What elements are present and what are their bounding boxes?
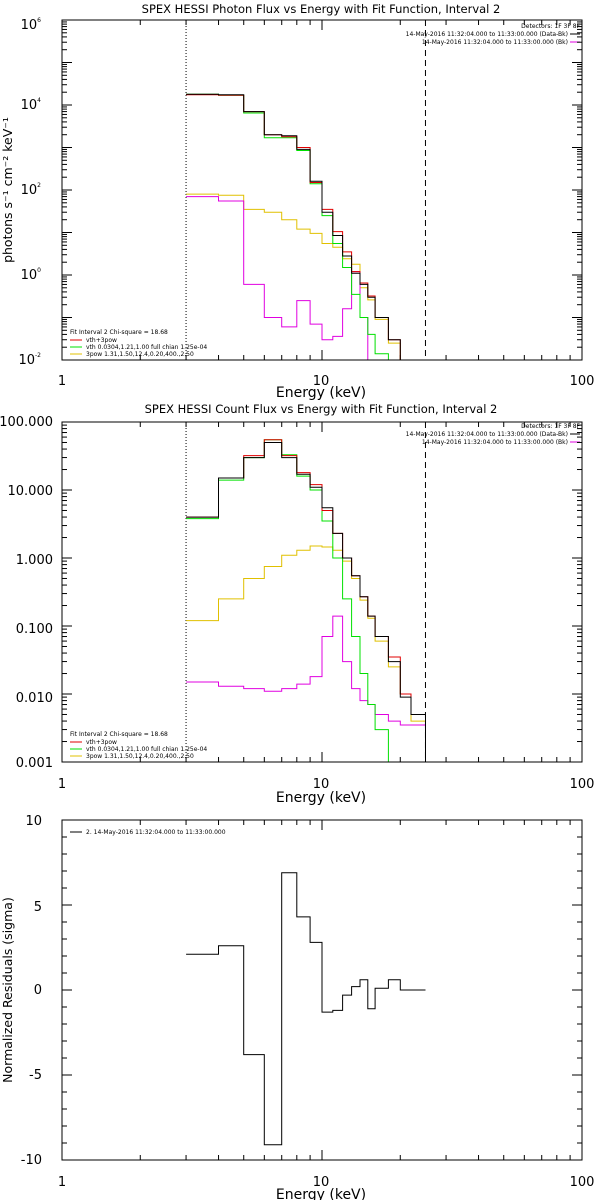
y-tick-exp: 4 [37,97,41,104]
y-tick-label: 104 [21,97,42,113]
count-flux-panel: SPEX HESSI Count Flux vs Energy with Fit… [0,402,595,806]
x-tick-label: 10 [313,777,330,792]
legend-bk: 14-May-2016 11:32:04.000 to 11:33:00.000… [422,439,568,446]
y-tick-label: 0.100 [16,622,53,637]
legend-fit-title: Fit Interval 2 Chi-square = 18.68 [70,731,168,738]
panel-title: SPEX HESSI Count Flux vs Energy with Fit… [145,402,498,416]
series-magenta-line [186,615,426,762]
y-tick-label: -10 [21,1153,42,1168]
x-tick-label: 1 [58,374,66,389]
photon-flux-panel: SPEX HESSI Photon Flux vs Energy with Fi… [0,2,595,401]
legend-entry: vth 0.0304,1.21,1.00 full chian 1.25e-04 [86,344,207,351]
plot-frame [61,421,583,763]
y-tick-base: 10 [21,98,38,113]
y-tick-label: 106 [21,17,42,33]
panel-title: SPEX HESSI Photon Flux vs Energy with Fi… [142,2,501,16]
y-tick-label: 0.010 [16,691,53,706]
series-green-line [186,439,401,762]
series-black-line [186,872,426,1146]
y-tick-label: 0 [34,983,42,998]
y-tick-exp: 2 [37,182,41,189]
y-axis-label: photons s⁻¹ cm⁻² keV⁻¹ [0,117,15,263]
legend-detectors: Detectors: 1F 3F 8F [521,23,580,30]
y-tick-base: 10 [21,268,38,283]
series-black-line [186,442,439,762]
legend-entry: vth+3pow [86,739,117,746]
legend-entry: vth+3pow [86,337,117,344]
x-tick-label: 100 [570,374,595,389]
legend-data-bk: 14-May-2016 11:32:04.000 to 11:33:00.000… [406,431,568,438]
x-tick-label: 10 [313,1175,330,1190]
y-tick-label: 0.001 [16,756,53,771]
y-tick-label: 1.000 [16,553,53,568]
y-tick-label: 102 [21,182,42,198]
x-axis-label: Energy (keV) [276,1187,366,1200]
series-red-line [186,439,439,762]
legend-fit-title: Fit Interval 2 Chi-square = 18.68 [70,329,168,336]
legend-data-bk: 14-May-2016 11:32:04.000 to 11:33:00.000… [406,31,568,38]
y-tick-exp: 0 [37,267,41,274]
legend-entry: 3pow 1.31,1.50,12.4,0.20,400.,2.50 [86,753,194,760]
x-axis-label: Energy (keV) [276,385,366,401]
y-tick-base: 10 [18,353,35,368]
x-tick-label: 1 [58,777,66,792]
x-tick-label: 100 [570,777,595,792]
legend-detectors: Detectors: 1F 3F 8F [521,423,580,430]
y-tick-base: 10 [21,183,38,198]
y-tick-base: 10 [21,18,38,33]
y-tick-label: -5 [29,1068,42,1083]
y-axis-label: Normalized Residuals (sigma) [0,897,15,1083]
legend-entry: 2. 14-May-2016 11:32:04.000 to 11:33:00.… [86,829,226,836]
legend-bk: 14-May-2016 11:32:04.000 to 11:33:00.000… [422,39,568,46]
x-tick-label: 10 [313,374,330,389]
series-magenta-line [186,196,369,360]
legend-entry: vth 0.0304,1.21,1.00 full chian 1.25e-04 [86,746,207,753]
residuals-panel: Energy (keV) Normalized Residuals (sigma… [0,814,594,1200]
y-tick-label: 100.000 [0,415,53,430]
y-tick-label: 10-2 [18,352,41,368]
series-yellow-line [186,545,439,762]
y-tick-label: 10 [25,814,42,829]
x-tick-label: 1 [58,1175,66,1190]
plot-frame [61,19,583,361]
y-tick-label: 10.000 [8,484,54,499]
legend-entry: 3pow 1.31,1.50,12.4,0.20,400.,2.50 [86,351,194,358]
y-tick-exp: -2 [35,352,41,359]
series-black-line [186,93,401,360]
y-tick-exp: 6 [37,17,41,24]
plot-frame [61,819,583,1161]
x-tick-label: 100 [570,1175,595,1190]
x-axis-label: Energy (keV) [276,790,366,806]
y-tick-label: 100 [21,267,42,283]
y-tick-label: 5 [34,900,42,915]
